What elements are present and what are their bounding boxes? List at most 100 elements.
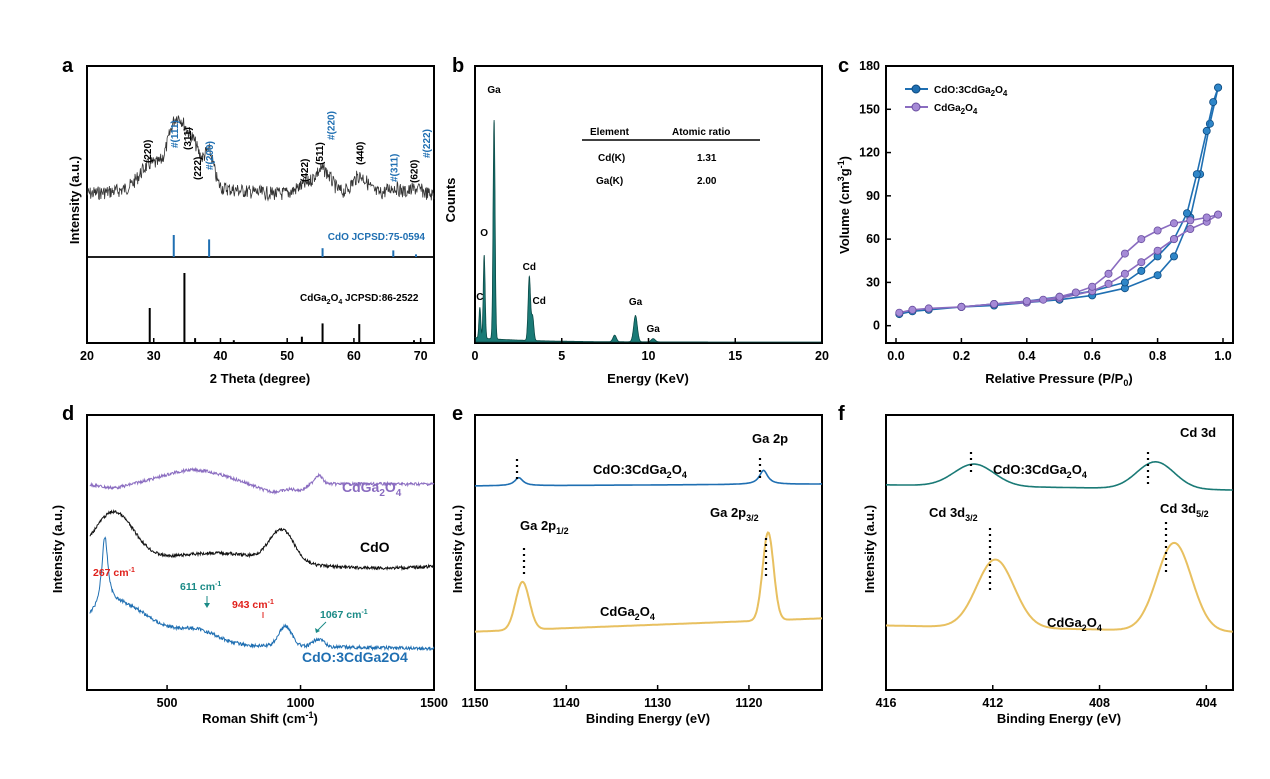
xrd-peak-label-5: (422) xyxy=(300,159,311,182)
panel-f-x-tick-label-0: 416 xyxy=(876,696,897,710)
panel-e-x-tick-label-1: 1140 xyxy=(553,696,580,710)
isotherm-1-ads-point-12 xyxy=(1170,235,1179,244)
isotherm-1-des-point-6 xyxy=(1120,249,1129,258)
panel-e-frame xyxy=(474,414,823,691)
panel-b-y-label: Counts xyxy=(443,178,458,223)
xps-ga-dotted-markers xyxy=(515,458,768,576)
panel-a-x-tick-label-1: 30 xyxy=(147,349,161,363)
isotherm-0-ads-line xyxy=(899,87,1219,315)
isotherm-1-des-point-5 xyxy=(1137,235,1146,244)
eds-spectrum xyxy=(474,119,822,343)
legend-cdga-marker xyxy=(911,102,921,112)
panel-c-y-tick-label-5: 150 xyxy=(859,102,880,116)
panel-c-x-tick-label-5: 1.0 xyxy=(1214,349,1231,363)
raman-cdga2o4-line xyxy=(89,466,435,495)
isotherm-0-des-point-0 xyxy=(1214,83,1223,92)
xps-ga-bottom-label: CdGa2O4 xyxy=(600,604,655,622)
panel-d-y-label: Intensity (a.u.) xyxy=(50,505,65,593)
xps-cd3d32-label: Cd 3d3/2 xyxy=(929,505,978,523)
isotherm-1-des-point-0 xyxy=(1214,210,1223,219)
panel-b-x-tick-label-2: 10 xyxy=(642,349,656,363)
cdo-reference-lines xyxy=(172,235,417,257)
isotherm-0-des-point-2 xyxy=(1202,126,1211,135)
panel-a-x-tick-label-3: 50 xyxy=(280,349,294,363)
raman-cdga2o4-label: CdGa2O4 xyxy=(342,479,402,499)
panel-e-y-label: Intensity (a.u.) xyxy=(450,505,465,593)
isotherm-1-ads-point-0 xyxy=(895,308,904,317)
xps-ga-top-label: CdO:3CdGa2O4 xyxy=(593,462,687,480)
xps-cd-cdga2o4-line xyxy=(886,541,1233,633)
panel-b-frame xyxy=(474,65,823,344)
panel-f-frame xyxy=(885,414,1234,691)
panel-c-y-tick-label-4: 120 xyxy=(859,146,880,160)
isotherm-1-ads-point-9 xyxy=(1120,269,1129,278)
xrd-peak-label-7: #(220) xyxy=(327,111,338,140)
panel-a-y-label: Intensity (a.u.) xyxy=(67,156,82,244)
panel-c-y-tick-label-3: 90 xyxy=(866,189,880,203)
panel-a-x-tick-label-5: 70 xyxy=(414,349,428,363)
legend-cdga-label: CdGa2O4 xyxy=(934,103,978,116)
eds-peak-label-3: Cd xyxy=(523,262,536,273)
panel-b-x-tick-label-0: 0 xyxy=(472,349,479,363)
isotherm-1-des-point-9 xyxy=(1071,288,1080,297)
panel-d-x-label: Roman Shift (cm-1) xyxy=(202,710,318,726)
isotherm-1-des-point-13 xyxy=(990,299,999,308)
panel-b-x-tick-label-3: 15 xyxy=(728,349,742,363)
isotherm-1-des-point-12 xyxy=(1022,297,1031,306)
xps-ga-composite-line xyxy=(475,469,822,487)
table-cell-cd-ratio: 1.31 xyxy=(697,153,717,164)
panel-a-x-tick-label-0: 20 xyxy=(80,349,94,363)
panel-b-x-ticks: 0 5 10 15 20 xyxy=(472,338,829,363)
eds-peak-label-6: Ga xyxy=(629,297,643,308)
table-cell-ga-element: Ga(K) xyxy=(596,176,623,187)
table-cell-cd-element: Cd(K) xyxy=(598,153,625,164)
panel-e-x-tick-label-0: 1150 xyxy=(461,696,488,710)
xrd-pattern-line xyxy=(86,115,435,202)
eds-peak-label-0: C xyxy=(476,292,483,303)
xrd-peak-labels: (220)#(111) (311)(222) #(200)(422)(511)#(2… xyxy=(143,111,433,183)
isotherm-1-ads-line xyxy=(899,213,1219,314)
panel-b-letter: b xyxy=(452,55,464,77)
table-header-element: Element xyxy=(590,127,630,138)
panel-d: d CdGa2O4 CdO CdO:3CdGa2O4 267 cm-1 611 … xyxy=(50,403,448,726)
xps-cd3d52-label: Cd 3d5/2 xyxy=(1160,501,1209,519)
raman-arrows xyxy=(204,596,327,633)
isotherm-0-des-point-1 xyxy=(1209,98,1218,107)
panel-d-x-tick-label-2: 1500 xyxy=(420,696,448,710)
isotherm-1-des-point-7 xyxy=(1104,269,1113,278)
isotherm-1-des-point-10 xyxy=(1055,292,1064,301)
panel-a-x-label: 2 Theta (degree) xyxy=(210,371,310,386)
xrd-peak-label-2: (311) xyxy=(183,127,194,150)
raman-peak-943: 943 cm-1 xyxy=(232,599,274,611)
isotherm-1-des-point-8 xyxy=(1088,282,1097,291)
panel-c-x-ticks: 0.0 0.2 0.4 0.6 0.8 1.0 xyxy=(887,338,1232,363)
isotherm-1-ads-point-10 xyxy=(1137,258,1146,267)
panel-c-x-tick-label-2: 0.4 xyxy=(1018,349,1035,363)
panel-b-x-tick-label-4: 20 xyxy=(815,349,829,363)
xps-cd-top-label: CdO:3CdGa2O4 xyxy=(993,462,1087,480)
panel-c: c CdO:3CdGa2O4 CdGa2O4 0.0 0.2 0.4 0.6 0.8 1.… xyxy=(836,55,1234,388)
panel-d-frame xyxy=(86,414,435,691)
panel-d-letter: d xyxy=(62,403,74,425)
panel-c-legend: CdO:3CdGa2O4 CdGa2O4 xyxy=(905,84,1008,116)
panel-e-x-tick-label-2: 1130 xyxy=(644,696,671,710)
isotherm-1-ads-point-11 xyxy=(1153,246,1162,255)
panel-f-x-tick-label-2: 408 xyxy=(1089,696,1110,710)
isotherm-0-ads-point-10 xyxy=(1170,252,1179,261)
cdga2o4-reference-lines xyxy=(148,273,415,343)
isotherm-1-ads-point-8 xyxy=(1104,279,1113,288)
panel-e: e CdO:3CdGa2O4 CdGa2O4 Ga 2p Ga 2p1/2 Ga… xyxy=(450,403,823,726)
panel-e-x-ticks: 1150 1140 1130 1120 xyxy=(461,685,763,710)
isotherm-0-des-point-4 xyxy=(1183,209,1192,218)
panel-e-x-tick-label-3: 1120 xyxy=(735,696,762,710)
xrd-peak-label-3: (222) xyxy=(193,157,204,180)
eds-peak-label-2: Ga xyxy=(487,85,501,96)
eds-peak-label-4: Cd xyxy=(533,296,546,307)
cdo-reference-label: CdO JCPSD:75-0594 xyxy=(328,232,426,243)
panel-a-frame xyxy=(86,65,435,344)
raman-cdo-line xyxy=(89,509,435,572)
panel-f-y-label: Intensity (a.u.) xyxy=(862,505,877,593)
arrow-1067-head xyxy=(315,628,320,633)
raman-composite-line xyxy=(89,536,435,652)
isotherm-1-ads-point-2 xyxy=(924,304,933,313)
